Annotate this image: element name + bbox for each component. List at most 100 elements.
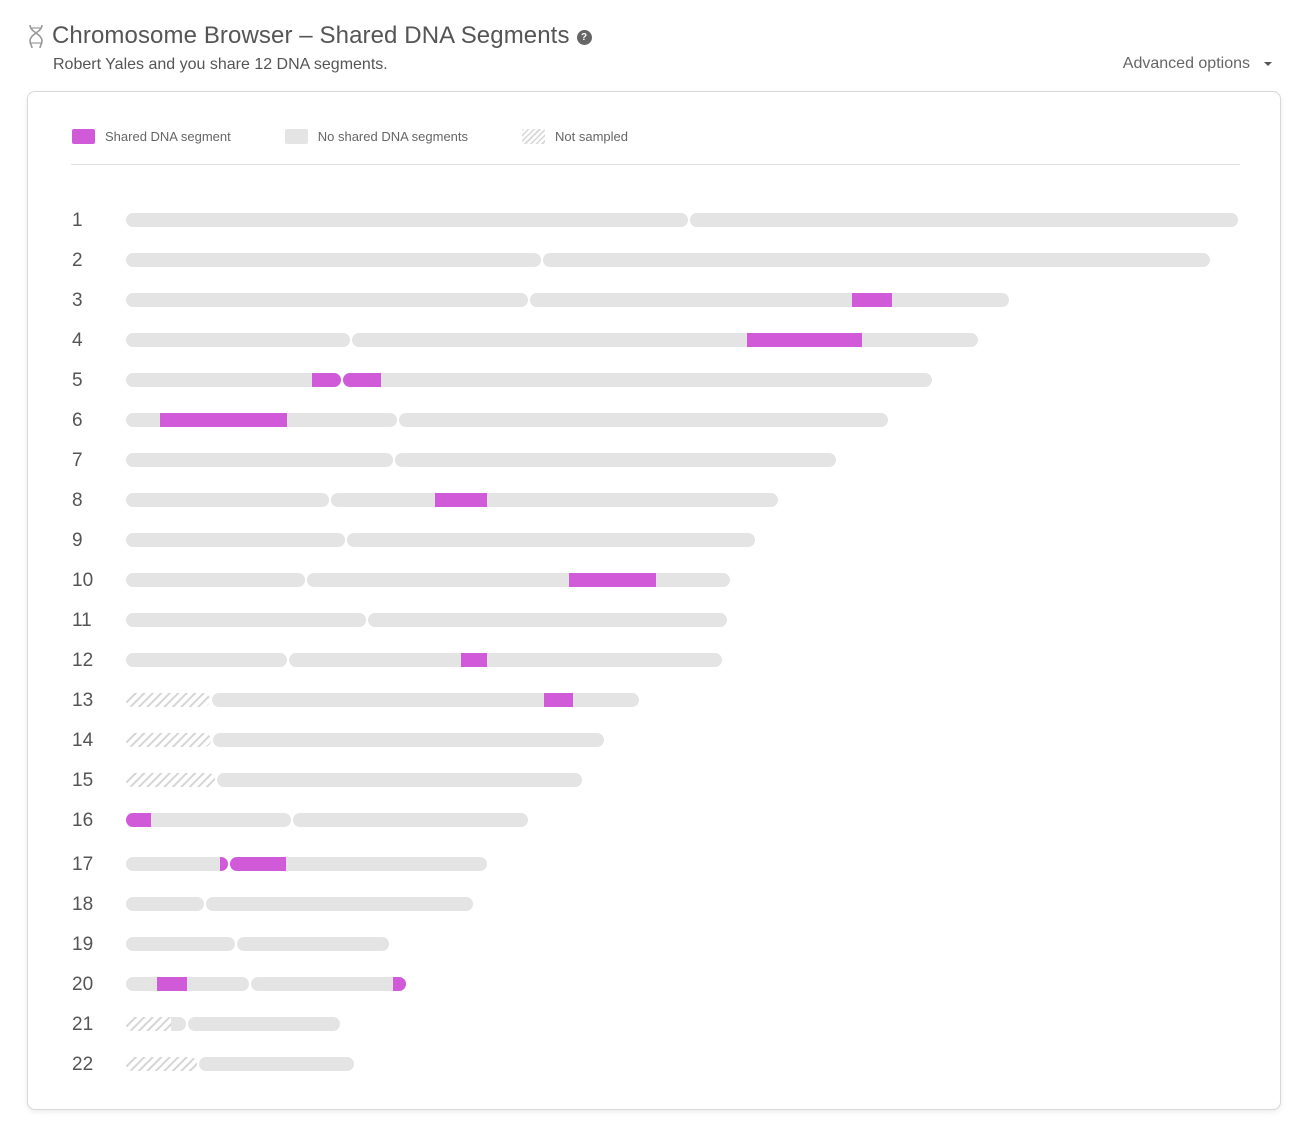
advanced-options-dropdown[interactable]: Advanced options [1123,55,1272,73]
chromosome-label: 7 [72,450,83,471]
chromosome-arm-q [690,213,1238,227]
not-sampled-region [126,773,215,787]
dna-icon [29,24,43,49]
chromosome-label: 13 [72,690,94,711]
chromosome-arm-q [213,733,604,747]
chromosome-10[interactable] [126,573,732,587]
chromosome-11[interactable] [126,613,729,627]
chromosome-arm-p [126,977,249,991]
caret-down-icon [1264,62,1272,66]
chromosome-label: 6 [72,410,83,431]
chromosome-18[interactable] [126,897,475,911]
chromosome-arm-p [126,453,393,467]
not-sampled-swatch [522,129,546,144]
chromosome-label: 17 [72,854,94,875]
chromosome-arm-p [126,373,341,387]
shared-dna-segment[interactable] [157,977,187,991]
legend-no-shared: No shared DNA segments [284,129,468,144]
chromosome-arm-q [212,693,639,707]
chromosome-13[interactable] [126,693,641,707]
chromosome-9[interactable] [126,533,757,547]
chromosome-label: 5 [72,370,83,391]
chromosome-label: 11 [72,610,92,631]
chromosome-19[interactable] [126,937,391,951]
not-sampled-region [126,733,211,747]
legend-not-sampled: Not sampled [522,129,628,144]
chromosome-label: 14 [72,730,94,751]
chromosome-arm-q [230,857,487,871]
not-sampled-region [126,1057,197,1071]
chromosome-15[interactable] [126,773,584,787]
chromosome-2[interactable] [126,253,1212,267]
chromosome-arm-q [331,493,778,507]
not-sampled-region [126,693,210,707]
chromosome-arm-p [126,333,350,347]
chromosome-14[interactable] [126,733,606,747]
chromosome-arm-q [199,1057,354,1071]
shared-dna-segment[interactable] [220,857,286,871]
shared-dna-segment[interactable] [544,693,573,707]
chromosome-16[interactable] [126,813,530,827]
chromosome-arm-q [251,977,406,991]
chromosome-label: 10 [72,570,94,591]
chromosome-arm-q [368,613,727,627]
shared-dna-segment[interactable] [852,293,892,307]
chromosome-arm-q [188,1017,340,1031]
shared-dna-segment[interactable] [461,653,487,667]
legend-not-sampled-label: Not sampled [555,129,629,144]
chromosome-arm-p [126,653,287,667]
shared-dna-segment[interactable] [569,573,656,587]
chromosome-label: 9 [72,530,83,551]
not-sampled-region [126,1017,171,1031]
chromosome-21[interactable] [126,1017,342,1031]
advanced-options-label: Advanced options [1122,55,1250,72]
chromosome-22[interactable] [126,1057,356,1071]
page-title: Chromosome Browser – Shared DNA Segments [52,22,570,49]
chromosome-arm-p [126,533,345,547]
shared-dna-segment[interactable] [747,333,862,347]
chromosome-arm-q [217,773,582,787]
chromosome-arm-q [530,293,1009,307]
chromosome-arm-p [126,813,291,827]
chromosome-12[interactable] [126,653,724,667]
shared-dna-segment[interactable] [160,413,287,427]
no-shared-swatch [284,129,308,144]
shared-dna-segment[interactable] [312,373,381,387]
chromosome-17[interactable] [126,857,489,871]
chromosome-arm-p [126,937,235,951]
chromosome-label: 21 [72,1014,94,1035]
chromosome-label: 3 [72,290,83,311]
chromosome-20[interactable] [126,977,408,991]
chromosome-arm-p [126,857,228,871]
chromosome-arm-q [399,413,888,427]
chromosome-arm-p [126,293,528,307]
shared-dna-segment[interactable] [126,813,151,827]
legend-shared: Shared DNA segment [72,129,231,144]
chromosome-arm-p [126,213,688,227]
chromosome-3[interactable] [126,293,1011,307]
chromosome-1[interactable] [126,213,1240,227]
chromosome-arm-p [126,897,204,911]
shared-dna-segment[interactable] [435,493,487,507]
chromosome-label: 16 [72,810,94,831]
chromosome-arm-p [126,253,541,267]
shared-segments-summary: Robert Yales and you share 12 DNA segmen… [53,56,388,73]
shared-dna-segment[interactable] [393,977,406,991]
chromosome-arm-q [352,333,978,347]
chromosome-label: 19 [72,934,94,955]
chromosome-4[interactable] [126,333,980,347]
chromosome-arm-q [343,373,932,387]
chromosome-5[interactable] [126,373,934,387]
chromosome-8[interactable] [126,493,780,507]
chromosome-label: 4 [72,330,83,351]
chromosome-arm-p [126,573,305,587]
chromosome-browser-card: Shared DNA segment No shared DNA segment… [27,91,1281,1110]
chromosome-label: 12 [72,650,94,671]
chromosome-label: 20 [72,974,94,995]
chromosome-7[interactable] [126,453,838,467]
chromosome-label: 15 [72,770,94,791]
help-icon[interactable]: ? [576,30,592,45]
chromosome-6[interactable] [126,413,890,427]
chromosome-arm-q [307,573,730,587]
chromosome-label: 2 [72,250,83,271]
